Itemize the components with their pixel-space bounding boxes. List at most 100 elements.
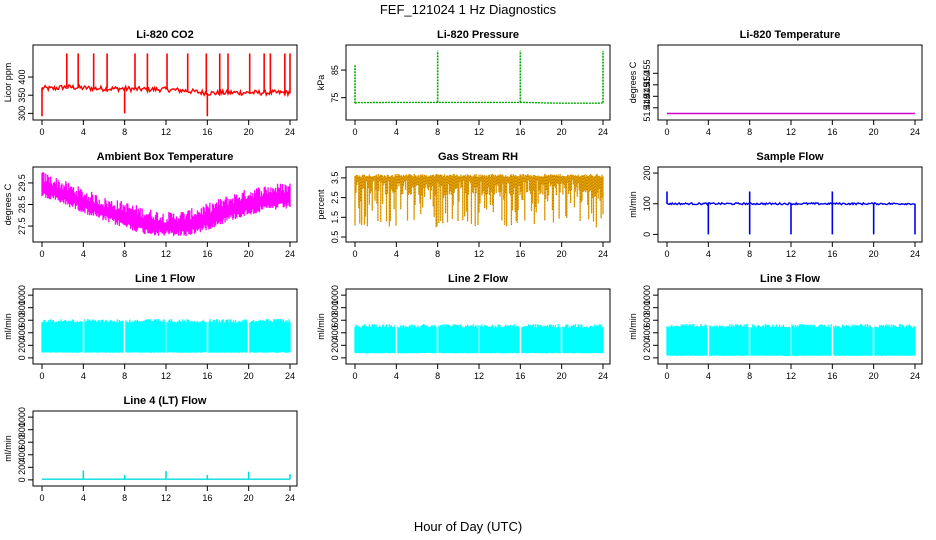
panel-line-2-flow: Line 2 Flow ml/min 0 4 8 12 16 20 24 0 20040060080… <box>316 273 611 381</box>
y-tick-label: 51.450 <box>642 71 652 99</box>
y-tick-label: 75 <box>330 93 340 103</box>
y-tick-label: 51.445 <box>642 83 652 111</box>
y-tick-label: 0 <box>17 477 27 482</box>
x-tick-label: 24 <box>910 371 920 381</box>
y-tick-label: 0.5 <box>330 231 340 244</box>
x-tick-label: 16 <box>515 127 525 137</box>
x-tick-label: 8 <box>122 371 127 381</box>
x-tick-label: 12 <box>786 371 796 381</box>
panel-li-820-pressure: Li-820 Pressure kPa 0 4 8 12 16 20 24 75 85 <box>316 29 611 137</box>
x-tick-label: 0 <box>352 127 357 137</box>
x-tick-label: 24 <box>285 493 295 503</box>
x-tick-label: 0 <box>39 249 44 259</box>
y-axis-label: degrees C <box>3 183 13 225</box>
y-tick-label: 200 <box>330 338 340 353</box>
panel-ambient-box-temperature: Ambient Box Temperature degrees C 0 4 8 12 16 2… <box>3 151 298 259</box>
x-tick-label: 24 <box>285 249 295 259</box>
x-tick-label: 12 <box>786 249 796 259</box>
y-axis-label: kPa <box>316 75 326 91</box>
panel-line-1-flow: Line 1 Flow ml/min 0 4 8 12 16 20 24 0 20040060080… <box>3 273 298 381</box>
x-tick-label: 4 <box>706 371 711 381</box>
data-layer <box>41 172 291 237</box>
y-tick-label: 600 <box>330 313 340 328</box>
x-tick-label: 12 <box>161 371 171 381</box>
y-tick-label: 200 <box>17 338 27 353</box>
y-tick-label: 200 <box>642 166 652 181</box>
y-tick-label: 0 <box>330 355 340 360</box>
x-tick-label: 0 <box>39 127 44 137</box>
figure-title: FEF_121024 1 Hz Diagnostics <box>380 2 557 17</box>
x-tick-label: 4 <box>81 249 86 259</box>
x-tick-label: 12 <box>474 249 484 259</box>
x-tick-label: 20 <box>244 493 254 503</box>
x-tick-label: 4 <box>394 249 399 259</box>
x-tick-label: 0 <box>664 249 669 259</box>
panel-title: Li-820 CO2 <box>136 29 193 41</box>
panel-title: Line 1 Flow <box>135 273 195 285</box>
y-axis-label: ml/min <box>3 435 13 462</box>
x-tick-label: 8 <box>122 493 127 503</box>
x-tick-label: 4 <box>81 371 86 381</box>
x-tick-label: 20 <box>869 249 879 259</box>
panel-li-820-co2: Li-820 CO2 Licor ppm 0 4 8 12 16 20 24 300 350 400 <box>3 29 298 137</box>
y-tick-label: 100 <box>642 196 652 211</box>
x-tick-label: 0 <box>664 127 669 137</box>
x-tick-label: 24 <box>598 249 608 259</box>
x-tick-label: 0 <box>352 249 357 259</box>
x-tick-label: 8 <box>435 249 440 259</box>
x-tick-label: 16 <box>827 371 837 381</box>
x-tick-label: 16 <box>202 371 212 381</box>
y-tick-label: 29.5 <box>17 174 27 192</box>
y-tick-label: 800 <box>17 422 27 437</box>
y-tick-label: 800 <box>17 300 27 315</box>
y-tick-label: 400 <box>642 325 652 340</box>
data-band <box>354 324 604 354</box>
x-tick-label: 16 <box>202 493 212 503</box>
x-tick-label: 24 <box>910 127 920 137</box>
panel-sample-flow: Sample Flow ml/min 0 4 8 12 16 20 24 0 100 200 <box>628 151 923 259</box>
x-tick-label: 8 <box>747 371 752 381</box>
y-axis-label: Licor ppm <box>3 63 13 103</box>
x-tick-label: 16 <box>202 127 212 137</box>
data-line <box>41 83 291 98</box>
x-tick-label: 16 <box>202 249 212 259</box>
panel-line-3-flow: Line 3 Flow ml/min 0 4 8 12 16 20 24 0 20040060080… <box>628 273 923 381</box>
x-tick-label: 24 <box>285 371 295 381</box>
x-tick-label: 0 <box>664 371 669 381</box>
y-tick-label: 1000 <box>17 285 27 305</box>
y-tick-label: 3.5 <box>330 172 340 185</box>
y-tick-label: 1000 <box>17 407 27 427</box>
y-tick-label: 600 <box>17 435 27 450</box>
x-tick-label: 0 <box>352 371 357 381</box>
y-axis-label: ml/min <box>628 313 638 340</box>
panel-title: Line 2 Flow <box>448 273 508 285</box>
x-tick-label: 16 <box>515 249 525 259</box>
x-tick-label: 12 <box>161 249 171 259</box>
x-tick-label: 24 <box>285 127 295 137</box>
data-points <box>354 173 604 228</box>
x-tick-label: 12 <box>474 127 484 137</box>
x-tick-label: 16 <box>827 249 837 259</box>
y-tick-label: 350 <box>17 88 27 103</box>
x-tick-label: 20 <box>244 371 254 381</box>
y-tick-label: 600 <box>17 313 27 328</box>
y-axis-label: degrees C <box>628 61 638 103</box>
data-layer <box>41 53 291 117</box>
y-tick-label: 85 <box>330 65 340 75</box>
panel-title: Li-820 Temperature <box>740 29 841 41</box>
y-tick-label: 0 <box>642 355 652 360</box>
x-tick-label: 20 <box>869 371 879 381</box>
x-tick-label: 16 <box>827 127 837 137</box>
x-tick-label: 4 <box>81 493 86 503</box>
x-tick-label: 0 <box>39 493 44 503</box>
plot-frame <box>32 44 298 121</box>
data-layer <box>41 319 291 353</box>
panel-title: Gas Stream RH <box>438 151 518 163</box>
y-tick-label: 28.5 <box>17 196 27 214</box>
y-tick-label: 300 <box>17 106 27 121</box>
x-tick-label: 4 <box>81 127 86 137</box>
x-tick-label: 8 <box>122 249 127 259</box>
panel-line-4-lt-flow: Line 4 (LT) Flow ml/min 0 4 8 12 16 20 24 0 200400… <box>3 395 298 503</box>
